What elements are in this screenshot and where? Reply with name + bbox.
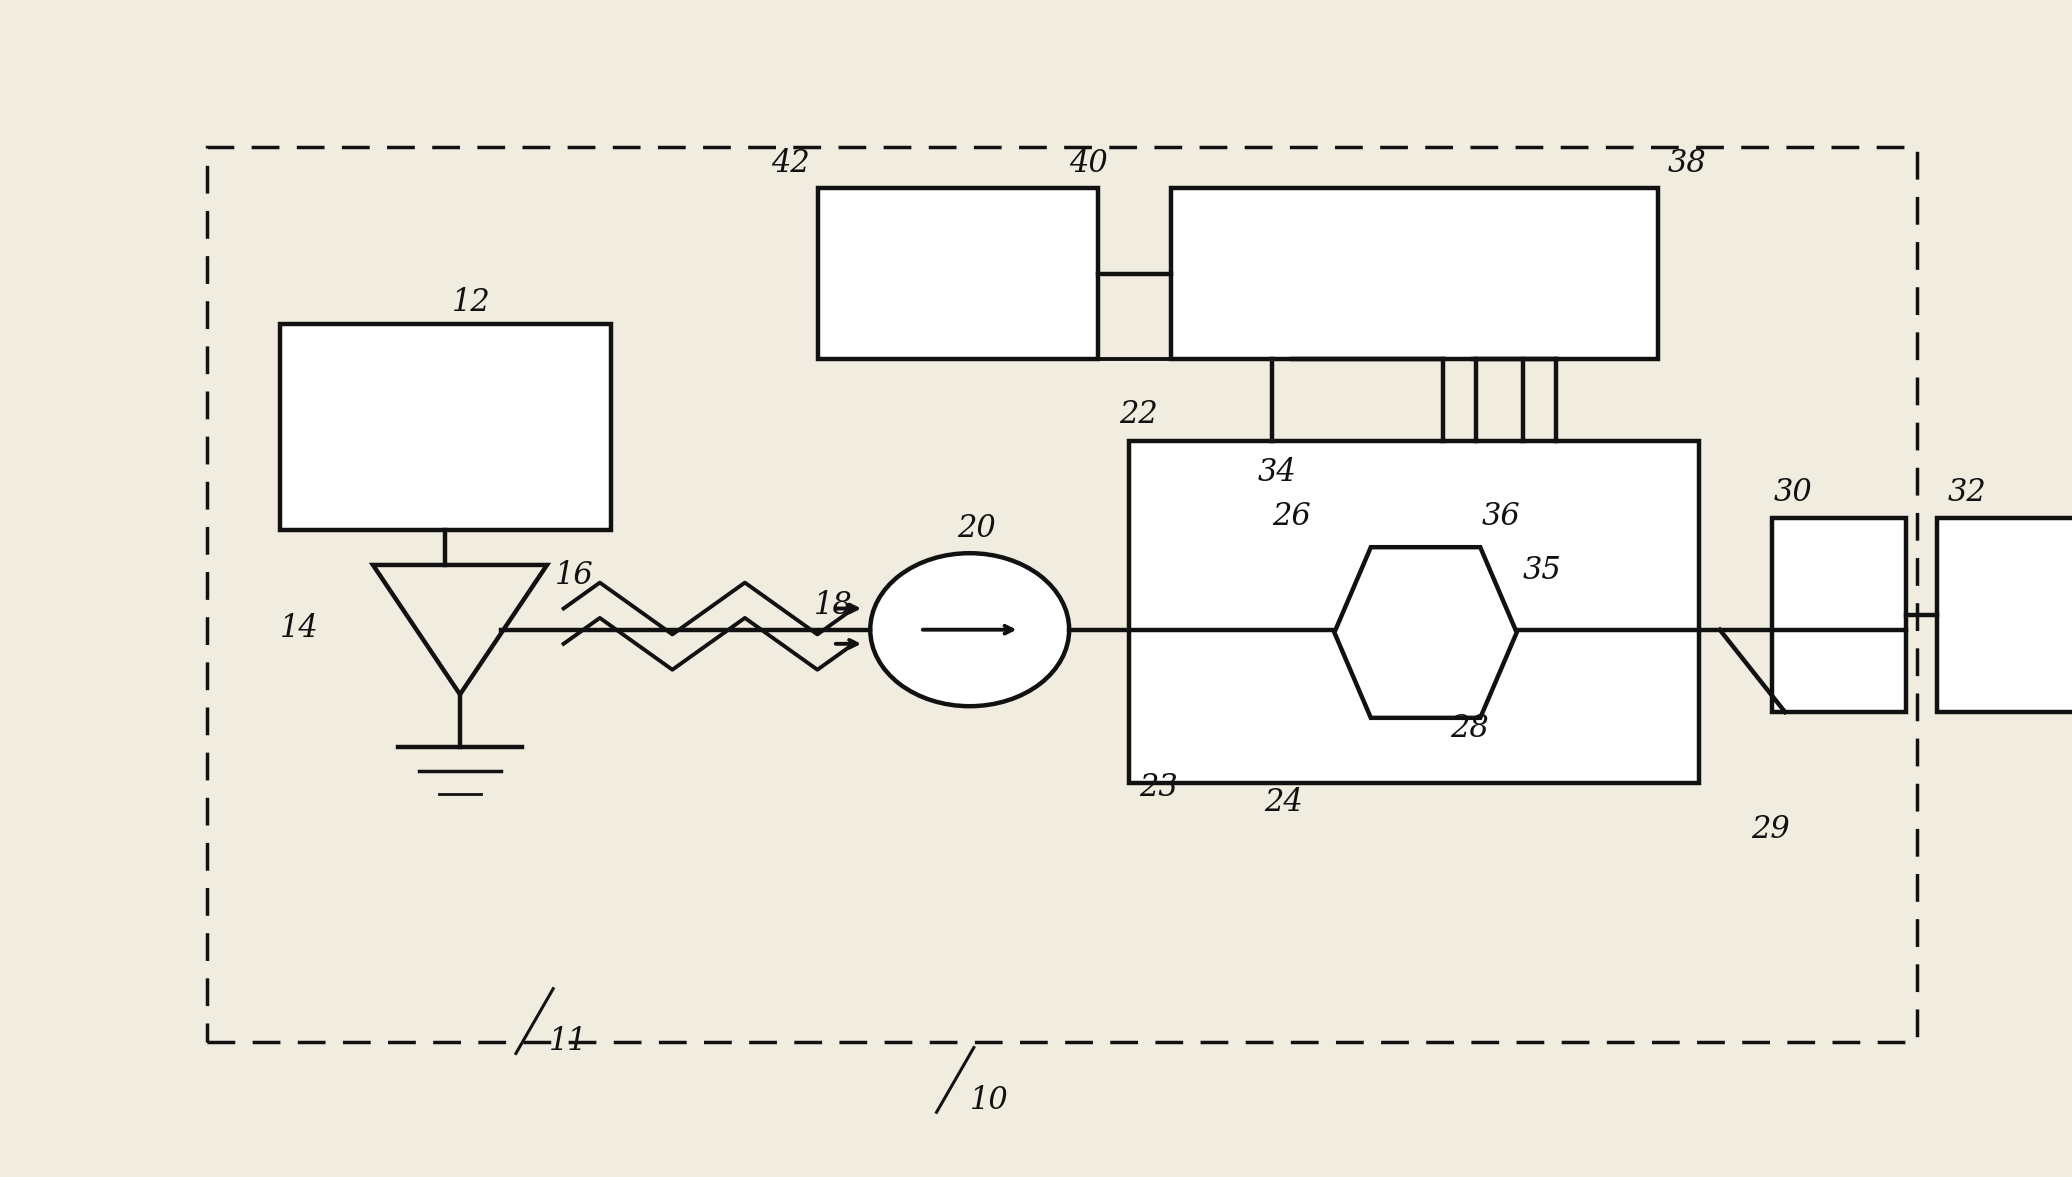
FancyBboxPatch shape — [1772, 518, 1906, 712]
Text: 23: 23 — [1140, 772, 1179, 803]
Text: 34: 34 — [1258, 458, 1297, 488]
Text: 22: 22 — [1119, 399, 1158, 430]
Text: 30: 30 — [1774, 478, 1813, 508]
Text: 35: 35 — [1523, 556, 1562, 586]
Text: 42: 42 — [771, 148, 810, 179]
FancyBboxPatch shape — [818, 188, 1098, 359]
Text: 10: 10 — [970, 1085, 1009, 1116]
Text: 29: 29 — [1751, 814, 1790, 845]
Text: 28: 28 — [1450, 713, 1490, 744]
FancyBboxPatch shape — [1937, 518, 2072, 712]
Text: 11: 11 — [549, 1026, 588, 1057]
Text: 38: 38 — [1668, 148, 1707, 179]
FancyBboxPatch shape — [1171, 188, 1658, 359]
Text: 40: 40 — [1069, 148, 1109, 179]
Text: 18: 18 — [814, 591, 854, 621]
Text: 14: 14 — [280, 613, 319, 644]
FancyBboxPatch shape — [280, 324, 611, 530]
Text: 20: 20 — [957, 513, 997, 544]
Text: 24: 24 — [1264, 787, 1303, 818]
Text: 36: 36 — [1481, 501, 1521, 532]
Text: 26: 26 — [1272, 501, 1312, 532]
FancyBboxPatch shape — [1129, 441, 1699, 783]
Text: 12: 12 — [452, 287, 491, 318]
Text: 32: 32 — [1948, 478, 1987, 508]
Text: 16: 16 — [555, 560, 595, 591]
Ellipse shape — [870, 553, 1069, 706]
